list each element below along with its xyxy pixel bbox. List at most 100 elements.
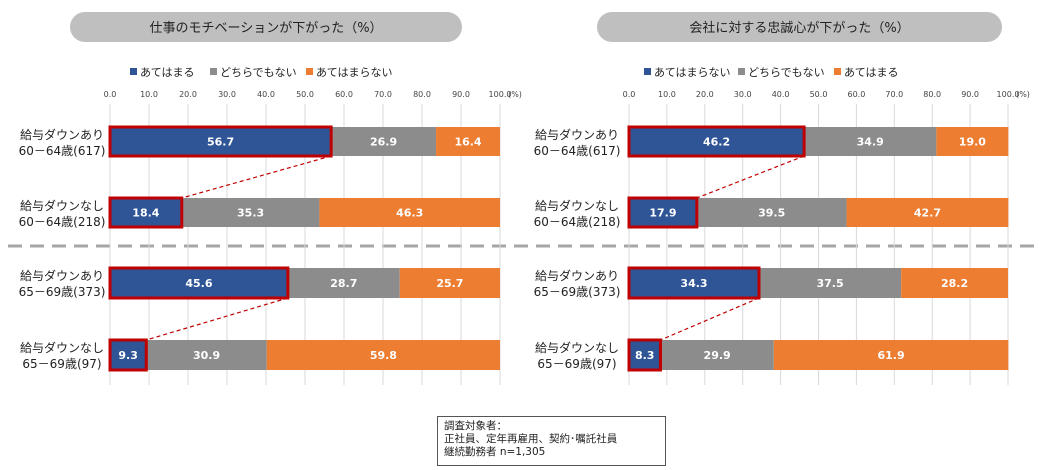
data-label: 35.3: [237, 207, 264, 220]
category-label: 65－69歳(373): [19, 285, 106, 299]
category-label: 60－64歳(218): [534, 215, 621, 229]
legend-swatch: [210, 68, 217, 75]
highlight-box: [627, 125, 806, 158]
legend-entry: あてはまらない: [654, 66, 731, 79]
legend-swatch: [644, 68, 651, 75]
data-label: 37.5: [816, 277, 843, 290]
survey-note: 調査対象者： 正社員、定年再雇用、契約･嘱託社員 継続勤務者 n=1,305: [437, 416, 666, 466]
bar-segment: [758, 268, 902, 298]
highlight-box: [108, 266, 290, 300]
data-label: 46.2: [703, 136, 730, 149]
x-tick-label: 0.0: [623, 90, 636, 99]
x-tick-label: 100.0: [997, 90, 1020, 99]
category-label: 給与ダウンなし: [535, 340, 619, 355]
highlight-connector: [181, 155, 332, 199]
highlight-box: [627, 196, 699, 229]
category-label: 給与ダウンなし: [20, 198, 104, 213]
data-label: 39.5: [758, 207, 785, 220]
x-tick-label: 90.0: [452, 90, 470, 99]
highlight-connector: [146, 297, 289, 341]
data-label: 56.7: [207, 136, 234, 149]
bar-segment: [436, 127, 500, 156]
legend-entry: どちらでもない: [220, 66, 297, 79]
x-tick-label: 10.0: [658, 90, 676, 99]
data-label: 34.9: [857, 136, 884, 149]
x-tick-label: 70.0: [374, 90, 392, 99]
legend-entry: あてはまる: [844, 66, 899, 79]
x-axis-unit: (%): [1016, 90, 1030, 99]
x-tick-label: 80.0: [413, 90, 431, 99]
highlight-box: [108, 338, 148, 372]
x-tick-label: 50.0: [810, 90, 828, 99]
category-label: 65－69歳(97): [537, 357, 616, 371]
x-tick-label: 0.0: [104, 90, 117, 99]
category-label: 給与ダウンなし: [535, 198, 619, 213]
chart-title-background: [597, 12, 1002, 42]
bar-segment: [181, 198, 320, 227]
highlight-box: [627, 266, 761, 300]
bar-segment: [804, 127, 937, 156]
data-label: 28.2: [941, 277, 968, 290]
x-tick-label: 10.0: [140, 90, 158, 99]
x-tick-label: 20.0: [696, 90, 714, 99]
bar-segment: [660, 340, 774, 370]
category-label: 60－64歳(617): [19, 144, 106, 158]
legend-entry: あてはまらない: [316, 66, 393, 79]
highlight-box: [108, 196, 184, 229]
bar-segment: [110, 127, 332, 156]
category-label: 給与ダウンあり: [20, 268, 104, 283]
bar-segment: [629, 340, 661, 370]
bar-segment: [110, 340, 147, 370]
category-label: 65－69歳(97): [22, 357, 101, 371]
data-label: 34.3: [680, 277, 707, 290]
bar-segment: [773, 340, 1009, 370]
data-label: 30.9: [193, 349, 220, 362]
highlight-box: [627, 338, 662, 372]
bar-segment: [331, 127, 437, 156]
data-label: 25.7: [436, 277, 463, 290]
data-label: 29.9: [704, 349, 731, 362]
data-label: 18.4: [132, 207, 159, 220]
data-label: 9.3: [118, 349, 138, 362]
x-axis-unit: (%): [508, 90, 522, 99]
data-label: 46.3: [396, 207, 423, 220]
chart-panel-1: 仕事のモチベーションが下がった（%） あてはまる どちらでもない あてはまらない 0.0…: [19, 12, 522, 385]
data-label: 16.4: [454, 136, 481, 149]
x-tick-label: 20.0: [179, 90, 197, 99]
legend-swatch: [834, 68, 841, 75]
bar-segment: [936, 127, 1009, 156]
chart-title: 仕事のモチベーションが下がった（%）: [149, 21, 382, 36]
legend-swatch: [130, 68, 137, 75]
x-tick-label: 100.0: [489, 90, 512, 99]
bar-segment: [319, 198, 500, 227]
category-label: 給与ダウンあり: [535, 268, 619, 283]
note-line: 正社員、定年再雇用、契約･嘱託社員: [444, 433, 618, 445]
note-line: 継続勤務者 n=1,305: [444, 446, 546, 458]
data-label: 28.7: [330, 277, 357, 290]
bar-segment: [629, 127, 805, 156]
category-label: 給与ダウンあり: [535, 127, 619, 142]
legend-entry: どちらでもない: [748, 66, 825, 79]
bar-segment: [629, 268, 759, 298]
bar-segment: [110, 268, 288, 298]
chart-title: 会社に対する忠誠心が下がった（%）: [689, 20, 909, 36]
category-label: 給与ダウンあり: [20, 127, 104, 142]
data-label: 19.0: [959, 136, 986, 149]
x-tick-label: 50.0: [296, 90, 314, 99]
data-label: 45.6: [185, 277, 212, 290]
x-tick-label: 80.0: [923, 90, 941, 99]
highlight-connector: [696, 155, 805, 199]
note-line: 調査対象者：: [444, 420, 507, 432]
data-label: 42.7: [914, 207, 941, 220]
bar-segment: [696, 198, 847, 227]
data-label: 17.9: [649, 207, 676, 220]
bar-segment: [266, 340, 500, 370]
bar-segment: [629, 198, 697, 227]
legend-entry: あてはまる: [140, 66, 195, 79]
x-tick-label: 40.0: [257, 90, 275, 99]
bar-segment: [110, 198, 182, 227]
bar-segment: [399, 268, 500, 298]
chart-panel-2: 会社に対する忠誠心が下がった（%） あてはまらない どちらでもない あてはまる 0.0 1…: [534, 12, 1030, 385]
category-label: 60－64歳(617): [534, 144, 621, 158]
